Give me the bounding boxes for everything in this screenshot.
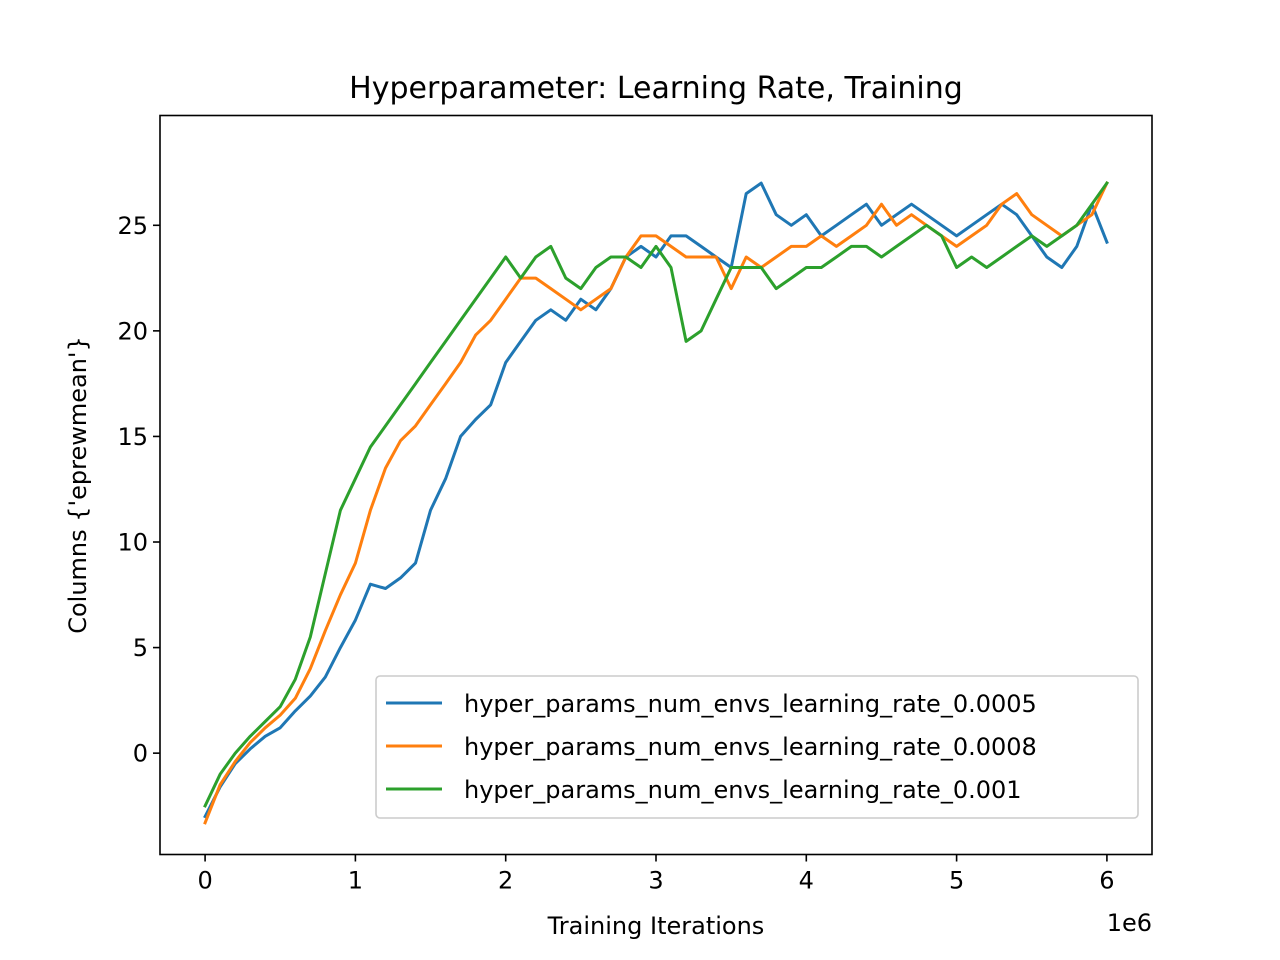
x-tick-label: 3 <box>648 867 663 895</box>
x-tick-label: 1 <box>348 867 363 895</box>
x-axis: 0 1 2 3 4 5 6 <box>197 854 1115 895</box>
x-tick-label: 5 <box>949 867 964 895</box>
legend-label-1: hyper_params_num_envs_learning_rate_0.00… <box>464 733 1037 761</box>
y-tick-label: 20 <box>117 317 148 345</box>
legend-label-0: hyper_params_num_envs_learning_rate_0.00… <box>464 690 1037 718</box>
y-axis-label: Columns {'eprewmean'} <box>64 336 92 634</box>
y-tick-label: 5 <box>133 634 148 662</box>
x-tick-label: 2 <box>498 867 513 895</box>
x-axis-label: Training Iterations <box>547 912 765 940</box>
x-tick-label: 0 <box>197 867 212 895</box>
x-tick-label: 6 <box>1099 867 1114 895</box>
series-line-1 <box>203 181 1109 825</box>
legend-box <box>375 675 1139 819</box>
y-tick-label: 0 <box>133 740 148 768</box>
legend-label-2: hyper_params_num_envs_learning_rate_0.00… <box>464 776 1022 804</box>
x-axis-offset-label: 1e6 <box>1107 909 1152 937</box>
x-tick-label: 4 <box>799 867 814 895</box>
chart-title: Hyperparameter: Learning Rate, Training <box>349 71 963 106</box>
series-line-0 <box>203 181 1109 819</box>
y-axis: 0 5 10 15 20 25 <box>117 212 160 768</box>
y-tick-label: 15 <box>117 423 148 451</box>
plot-area <box>203 181 1109 825</box>
y-tick-label: 10 <box>117 529 148 557</box>
series-line-2 <box>203 181 1109 808</box>
legend: hyper_params_num_envs_learning_rate_0.00… <box>375 675 1139 819</box>
y-tick-label: 25 <box>117 212 148 240</box>
